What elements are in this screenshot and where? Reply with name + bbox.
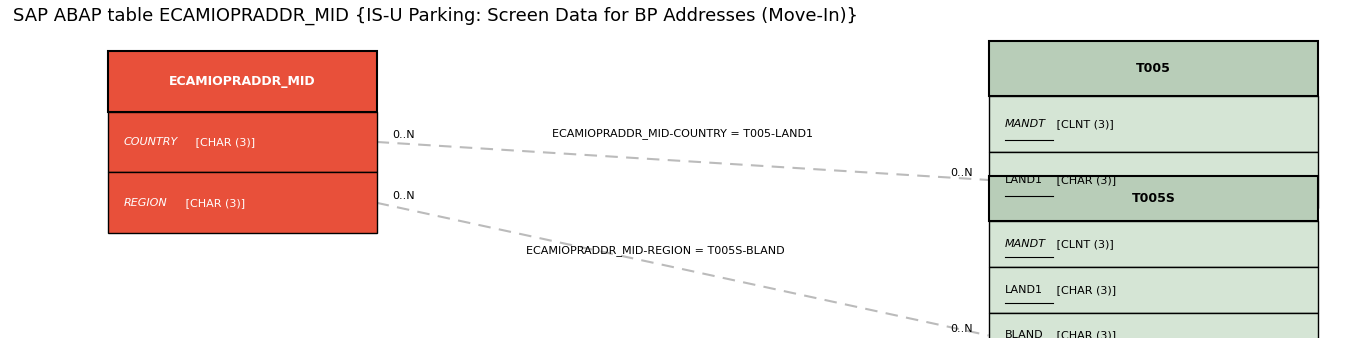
Text: REGION: REGION xyxy=(124,198,168,208)
Text: [CHAR (3)]: [CHAR (3)] xyxy=(1053,175,1116,185)
FancyBboxPatch shape xyxy=(108,112,377,172)
Text: BLAND: BLAND xyxy=(1005,331,1044,338)
Text: ECAMIOPRADDR_MID-COUNTRY = T005-LAND1: ECAMIOPRADDR_MID-COUNTRY = T005-LAND1 xyxy=(551,128,814,139)
FancyBboxPatch shape xyxy=(989,221,1318,267)
Text: ECAMIOPRADDR_MID: ECAMIOPRADDR_MID xyxy=(168,75,316,88)
FancyBboxPatch shape xyxy=(989,96,1318,152)
Text: T005S: T005S xyxy=(1131,192,1176,205)
Text: 0..N: 0..N xyxy=(950,324,972,334)
Text: 0..N: 0..N xyxy=(393,130,416,140)
Text: [CHAR (3)]: [CHAR (3)] xyxy=(191,137,254,147)
FancyBboxPatch shape xyxy=(108,51,377,112)
FancyBboxPatch shape xyxy=(108,172,377,233)
Text: T005: T005 xyxy=(1137,62,1170,75)
Text: ECAMIOPRADDR_MID-REGION = T005S-BLAND: ECAMIOPRADDR_MID-REGION = T005S-BLAND xyxy=(526,245,785,256)
Text: LAND1: LAND1 xyxy=(1005,285,1042,295)
Text: [CLNT (3)]: [CLNT (3)] xyxy=(1053,119,1114,129)
Text: 0..N: 0..N xyxy=(393,191,416,201)
FancyBboxPatch shape xyxy=(989,41,1318,96)
Text: 0..N: 0..N xyxy=(950,168,972,178)
Text: COUNTRY: COUNTRY xyxy=(124,137,178,147)
FancyBboxPatch shape xyxy=(989,176,1318,221)
FancyBboxPatch shape xyxy=(989,313,1318,338)
FancyBboxPatch shape xyxy=(989,152,1318,208)
Text: MANDT: MANDT xyxy=(1005,239,1045,249)
Text: [CHAR (3)]: [CHAR (3)] xyxy=(1053,331,1116,338)
Text: SAP ABAP table ECAMIOPRADDR_MID {IS-U Parking: Screen Data for BP Addresses (Mov: SAP ABAP table ECAMIOPRADDR_MID {IS-U Pa… xyxy=(13,7,858,25)
FancyBboxPatch shape xyxy=(989,267,1318,313)
Text: [CHAR (3)]: [CHAR (3)] xyxy=(182,198,245,208)
Text: [CHAR (3)]: [CHAR (3)] xyxy=(1053,285,1116,295)
Text: MANDT: MANDT xyxy=(1005,119,1045,129)
Text: LAND1: LAND1 xyxy=(1005,175,1042,185)
Text: [CLNT (3)]: [CLNT (3)] xyxy=(1053,239,1114,249)
